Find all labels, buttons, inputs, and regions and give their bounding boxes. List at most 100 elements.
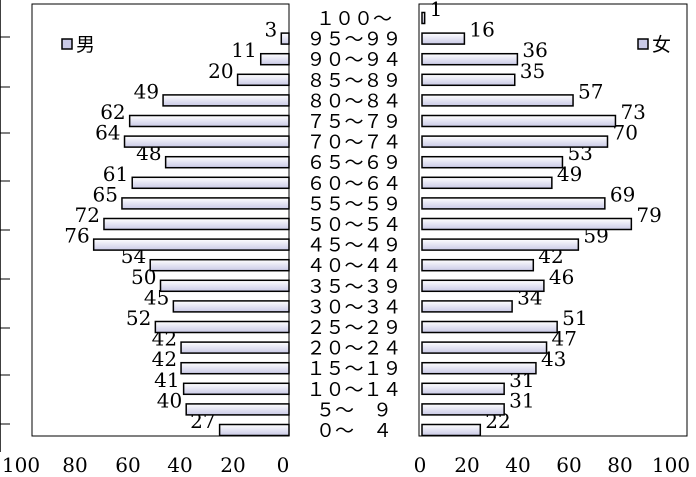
female-data-label: 70 bbox=[613, 121, 638, 145]
male-data-label: 52 bbox=[126, 306, 151, 330]
female-bar bbox=[421, 114, 617, 128]
female-bar bbox=[421, 279, 545, 293]
age-category-label: ６０～６４ bbox=[306, 173, 401, 195]
x-tick-label-left: 60 bbox=[115, 453, 140, 477]
female-bar bbox=[421, 32, 466, 45]
age-category-label: ８０～８４ bbox=[306, 90, 401, 112]
male-bar bbox=[92, 238, 290, 251]
female-bar bbox=[421, 361, 537, 375]
x-tick-label-right: 40 bbox=[505, 453, 530, 477]
male-bar bbox=[128, 114, 290, 128]
male-data-label: 3 bbox=[265, 18, 278, 42]
female-data-label: 57 bbox=[578, 79, 603, 103]
age-category-label: ５５～５９ bbox=[306, 193, 401, 215]
male-bar bbox=[131, 176, 290, 190]
legend-female-swatch bbox=[637, 38, 649, 50]
age-category-label: ８５～８９ bbox=[306, 70, 401, 92]
female-data-label: 73 bbox=[620, 100, 645, 124]
x-tick-label-left: 80 bbox=[62, 453, 87, 477]
age-category-label: ２０～２４ bbox=[306, 338, 401, 360]
female-data-label: 16 bbox=[469, 18, 494, 42]
legend-male-label: 男 bbox=[76, 34, 95, 56]
male-data-label: 42 bbox=[152, 347, 177, 371]
male-bar bbox=[172, 300, 290, 313]
age-category-label: ９５～９９ bbox=[306, 29, 401, 51]
x-tick-label-right: 100 bbox=[652, 453, 690, 477]
x-tick-label-left: 100 bbox=[2, 453, 40, 477]
female-bar bbox=[421, 382, 505, 396]
x-tick-label-right: 60 bbox=[556, 453, 581, 477]
age-category-label: ３０～３４ bbox=[306, 296, 401, 318]
male-bar bbox=[159, 279, 290, 293]
male-data-label: 64 bbox=[95, 121, 120, 145]
female-bar bbox=[421, 94, 574, 107]
male-data-label: 76 bbox=[64, 224, 89, 248]
female-bar bbox=[421, 423, 482, 437]
male-bar bbox=[180, 341, 290, 354]
age-category-label: １０～１４ bbox=[306, 379, 401, 401]
male-bar bbox=[218, 423, 290, 437]
female-bar bbox=[421, 73, 516, 87]
x-tick-label-right: 20 bbox=[454, 453, 479, 477]
male-data-label: 40 bbox=[157, 388, 182, 412]
age-category-label: ２５～２９ bbox=[306, 317, 401, 339]
female-bar bbox=[421, 197, 606, 210]
female-data-label: 51 bbox=[562, 306, 587, 330]
male-bar bbox=[154, 320, 290, 334]
female-data-label: 46 bbox=[549, 265, 574, 289]
legend: 男女 bbox=[61, 34, 671, 56]
female-bar bbox=[421, 341, 548, 354]
female-data-label: 36 bbox=[522, 38, 547, 62]
female-series-bars: 2231314347513446425979694953707357353616… bbox=[421, 0, 662, 437]
male-bar bbox=[121, 197, 290, 210]
male-bar bbox=[149, 258, 290, 272]
male-bar bbox=[162, 94, 290, 107]
x-tick-label-left: 40 bbox=[167, 453, 192, 477]
male-data-label: 72 bbox=[75, 203, 100, 227]
female-bar bbox=[421, 258, 535, 272]
legend-male-swatch bbox=[61, 38, 73, 50]
male-data-label: 41 bbox=[154, 368, 179, 392]
female-bar bbox=[421, 11, 426, 25]
age-category-label: ４０～４４ bbox=[306, 255, 401, 277]
age-category-label: ５～ ９ bbox=[316, 399, 392, 421]
age-category-label: ４５～４９ bbox=[306, 235, 401, 257]
male-data-label: 62 bbox=[100, 100, 125, 124]
male-bar bbox=[185, 403, 290, 416]
female-bar bbox=[421, 217, 633, 231]
age-category-label: １５～１９ bbox=[306, 358, 401, 380]
age-category-label: １００～ bbox=[316, 8, 392, 30]
male-data-label: 49 bbox=[134, 79, 159, 103]
male-data-label: 65 bbox=[92, 182, 117, 206]
age-category-label: ９０～９４ bbox=[306, 49, 401, 71]
male-bar bbox=[280, 32, 290, 45]
male-data-label: 20 bbox=[208, 59, 233, 83]
age-category-label: ６５～６９ bbox=[306, 152, 401, 174]
age-category-label: ３５～３９ bbox=[306, 276, 401, 298]
age-category-labels: ０～ ４５～ ９１０～１４１５～１９２０～２４２５～２９３０～３４３５～３９４０… bbox=[306, 8, 401, 442]
male-data-label: 11 bbox=[231, 38, 256, 62]
male-bar bbox=[123, 135, 290, 148]
male-bar bbox=[164, 155, 290, 169]
female-data-label: 69 bbox=[610, 182, 635, 206]
age-category-label: ０～ ４ bbox=[316, 420, 392, 442]
x-tick-label-left: 0 bbox=[277, 453, 290, 477]
female-bar bbox=[421, 176, 553, 190]
age-category-label: ５０～５４ bbox=[306, 214, 401, 236]
x-tick-label-left: 20 bbox=[220, 453, 245, 477]
age-category-label: ７５～７９ bbox=[306, 111, 401, 133]
male-bar bbox=[236, 73, 290, 87]
male-bar bbox=[182, 382, 290, 396]
female-bar bbox=[421, 135, 609, 148]
x-tick-labels: 100 80 60 40 20 0 0 20 40 60 80 100 bbox=[2, 453, 690, 477]
female-data-label: 79 bbox=[636, 203, 661, 227]
male-bar bbox=[259, 52, 290, 66]
female-bar bbox=[421, 403, 505, 416]
female-data-label: 35 bbox=[520, 59, 545, 83]
female-bar bbox=[421, 52, 519, 66]
male-bar bbox=[103, 217, 290, 231]
age-category-label: ７０～７４ bbox=[306, 132, 401, 154]
x-tick-label-right: 80 bbox=[607, 453, 632, 477]
